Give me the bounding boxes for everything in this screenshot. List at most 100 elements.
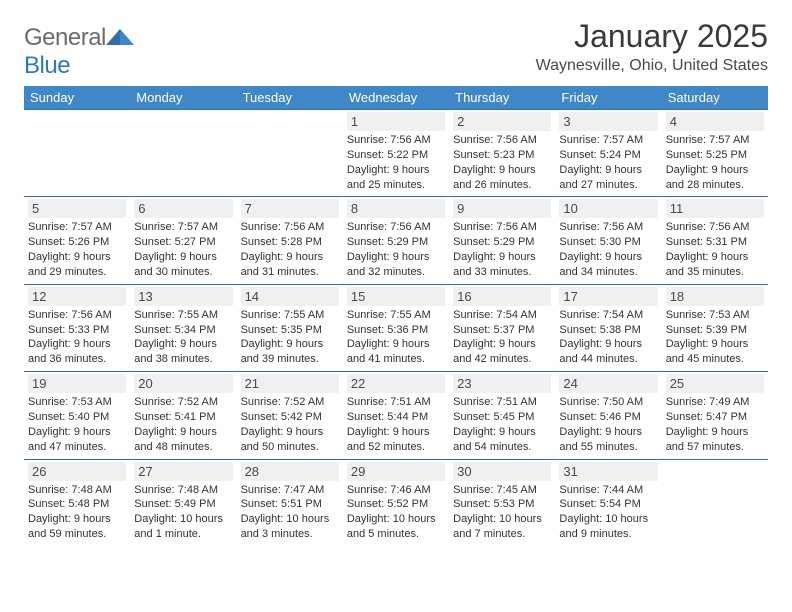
day-cell: 25Sunrise: 7:49 AMSunset: 5:47 PMDayligh… [662,372,768,459]
daylight-line: Daylight: 9 hours and 39 minutes. [241,337,339,367]
day-info: Sunrise: 7:56 AMSunset: 5:31 PMDaylight:… [666,220,764,279]
day-info: Sunrise: 7:44 AMSunset: 5:54 PMDaylight:… [559,483,657,542]
daylight-line: Daylight: 9 hours and 28 minutes. [666,163,764,193]
day-number: 25 [666,374,764,393]
day-header: Tuesday [237,86,343,110]
location-text: Waynesville, Ohio, United States [536,57,768,75]
sunset-line: Sunset: 5:29 PM [453,235,551,250]
sunrise-line: Sunrise: 7:52 AM [134,395,232,410]
page-header: GeneralBlue January 2025 Waynesville, Oh… [24,18,768,80]
sunset-line: Sunset: 5:37 PM [453,323,551,338]
sunrise-line: Sunrise: 7:48 AM [134,483,232,498]
sunrise-line: Sunrise: 7:56 AM [453,220,551,235]
sunset-line: Sunset: 5:53 PM [453,497,551,512]
sunrise-line: Sunrise: 7:51 AM [347,395,445,410]
day-info: Sunrise: 7:57 AMSunset: 5:25 PMDaylight:… [666,133,764,192]
day-cell [237,110,343,197]
calendar-body: 1Sunrise: 7:56 AMSunset: 5:22 PMDaylight… [24,110,768,546]
day-info: Sunrise: 7:57 AMSunset: 5:24 PMDaylight:… [559,133,657,192]
day-cell: 9Sunrise: 7:56 AMSunset: 5:29 PMDaylight… [449,197,555,284]
sunrise-line: Sunrise: 7:51 AM [453,395,551,410]
daylight-line: Daylight: 9 hours and 38 minutes. [134,337,232,367]
day-number: 3 [559,112,657,131]
day-number: 28 [241,462,339,481]
sunset-line: Sunset: 5:24 PM [559,148,657,163]
daylight-line: Daylight: 9 hours and 54 minutes. [453,425,551,455]
sunrise-line: Sunrise: 7:46 AM [347,483,445,498]
day-number: 19 [28,374,126,393]
day-info: Sunrise: 7:55 AMSunset: 5:35 PMDaylight:… [241,308,339,367]
day-info: Sunrise: 7:57 AMSunset: 5:27 PMDaylight:… [134,220,232,279]
sunset-line: Sunset: 5:31 PM [666,235,764,250]
sunset-line: Sunset: 5:35 PM [241,323,339,338]
sunrise-line: Sunrise: 7:55 AM [347,308,445,323]
day-cell: 1Sunrise: 7:56 AMSunset: 5:22 PMDaylight… [343,110,449,197]
day-header-row: Sunday Monday Tuesday Wednesday Thursday… [24,86,768,110]
sunrise-line: Sunrise: 7:50 AM [559,395,657,410]
logo: GeneralBlue [24,24,136,80]
day-info: Sunrise: 7:52 AMSunset: 5:42 PMDaylight:… [241,395,339,454]
day-cell: 5Sunrise: 7:57 AMSunset: 5:26 PMDaylight… [24,197,130,284]
calendar-table: Sunday Monday Tuesday Wednesday Thursday… [24,86,768,546]
day-number: 14 [241,287,339,306]
day-number: 1 [347,112,445,131]
day-cell: 20Sunrise: 7:52 AMSunset: 5:41 PMDayligh… [130,372,236,459]
daylight-line: Daylight: 9 hours and 52 minutes. [347,425,445,455]
day-number: 12 [28,287,126,306]
day-number: 11 [666,199,764,218]
day-number: 22 [347,374,445,393]
day-info: Sunrise: 7:56 AMSunset: 5:23 PMDaylight:… [453,133,551,192]
day-number: 10 [559,199,657,218]
sunrise-line: Sunrise: 7:55 AM [241,308,339,323]
daylight-line: Daylight: 9 hours and 57 minutes. [666,425,764,455]
sunrise-line: Sunrise: 7:54 AM [559,308,657,323]
day-number: 13 [134,287,232,306]
day-info: Sunrise: 7:45 AMSunset: 5:53 PMDaylight:… [453,483,551,542]
daylight-line: Daylight: 10 hours and 5 minutes. [347,512,445,542]
day-info: Sunrise: 7:56 AMSunset: 5:30 PMDaylight:… [559,220,657,279]
daylight-line: Daylight: 9 hours and 48 minutes. [134,425,232,455]
sunrise-line: Sunrise: 7:56 AM [559,220,657,235]
week-row: 19 Sunrise: 7:53 AMSunset: 5:40 PMDayligh… [24,372,768,459]
day-info: Sunrise: 7:52 AMSunset: 5:41 PMDaylight:… [134,395,232,454]
day-number: 7 [241,199,339,218]
day-number: 18 [666,287,764,306]
daylight-line: Daylight: 9 hours and 42 minutes. [453,337,551,367]
day-info: Sunrise: 7:56 AMSunset: 5:29 PMDaylight:… [347,220,445,279]
sunset-line: Sunset: 5:52 PM [347,497,445,512]
daylight-line: Daylight: 10 hours and 7 minutes. [453,512,551,542]
sunset-line: Sunset: 5:30 PM [559,235,657,250]
day-number: 8 [347,199,445,218]
daylight-line: Daylight: 9 hours and 30 minutes. [134,250,232,280]
day-info: Sunrise: 7:53 AMSunset: 5:39 PMDaylight:… [666,308,764,367]
sunrise-line: Sunrise: 7:52 AM [241,395,339,410]
sunset-line: Sunset: 5:34 PM [134,323,232,338]
day-info: Sunrise: 7:53 AMSunset: 5:40 PMDaylight:… [28,395,126,454]
day-header: Monday [130,86,236,110]
day-cell: 10 Sunrise: 7:56 AMSunset: 5:30 PMDayligh… [555,197,661,284]
day-cell: 22Sunrise: 7:51 AMSunset: 5:44 PMDayligh… [343,372,449,459]
week-row: 5Sunrise: 7:57 AMSunset: 5:26 PMDaylight… [24,197,768,284]
day-info: Sunrise: 7:47 AMSunset: 5:51 PMDaylight:… [241,483,339,542]
daylight-line: Daylight: 9 hours and 47 minutes. [28,425,126,455]
day-number: 17 [559,287,657,306]
day-number: 15 [347,287,445,306]
day-cell: 12Sunrise: 7:56 AMSunset: 5:33 PMDayligh… [24,284,130,371]
daylight-line: Daylight: 9 hours and 35 minutes. [666,250,764,280]
daylight-line: Daylight: 9 hours and 44 minutes. [559,337,657,367]
daylight-line: Daylight: 10 hours and 3 minutes. [241,512,339,542]
day-number: 31 [559,462,657,481]
day-cell: 30Sunrise: 7:45 AMSunset: 5:53 PMDayligh… [449,459,555,546]
sunset-line: Sunset: 5:38 PM [559,323,657,338]
sunrise-line: Sunrise: 7:56 AM [28,308,126,323]
daylight-line: Daylight: 9 hours and 55 minutes. [559,425,657,455]
sunset-line: Sunset: 5:51 PM [241,497,339,512]
day-info: Sunrise: 7:57 AMSunset: 5:26 PMDaylight:… [28,220,126,279]
day-cell: 15Sunrise: 7:55 AMSunset: 5:36 PMDayligh… [343,284,449,371]
sunset-line: Sunset: 5:23 PM [453,148,551,163]
day-cell: 11 Sunrise: 7:56 AMSunset: 5:31 PMDayligh… [662,197,768,284]
logo-text-part1: General [24,24,106,51]
day-info: Sunrise: 7:48 AMSunset: 5:49 PMDaylight:… [134,483,232,542]
day-header: Thursday [449,86,555,110]
day-cell: 28 Sunrise: 7:47 AMSunset: 5:51 PMDayligh… [237,459,343,546]
